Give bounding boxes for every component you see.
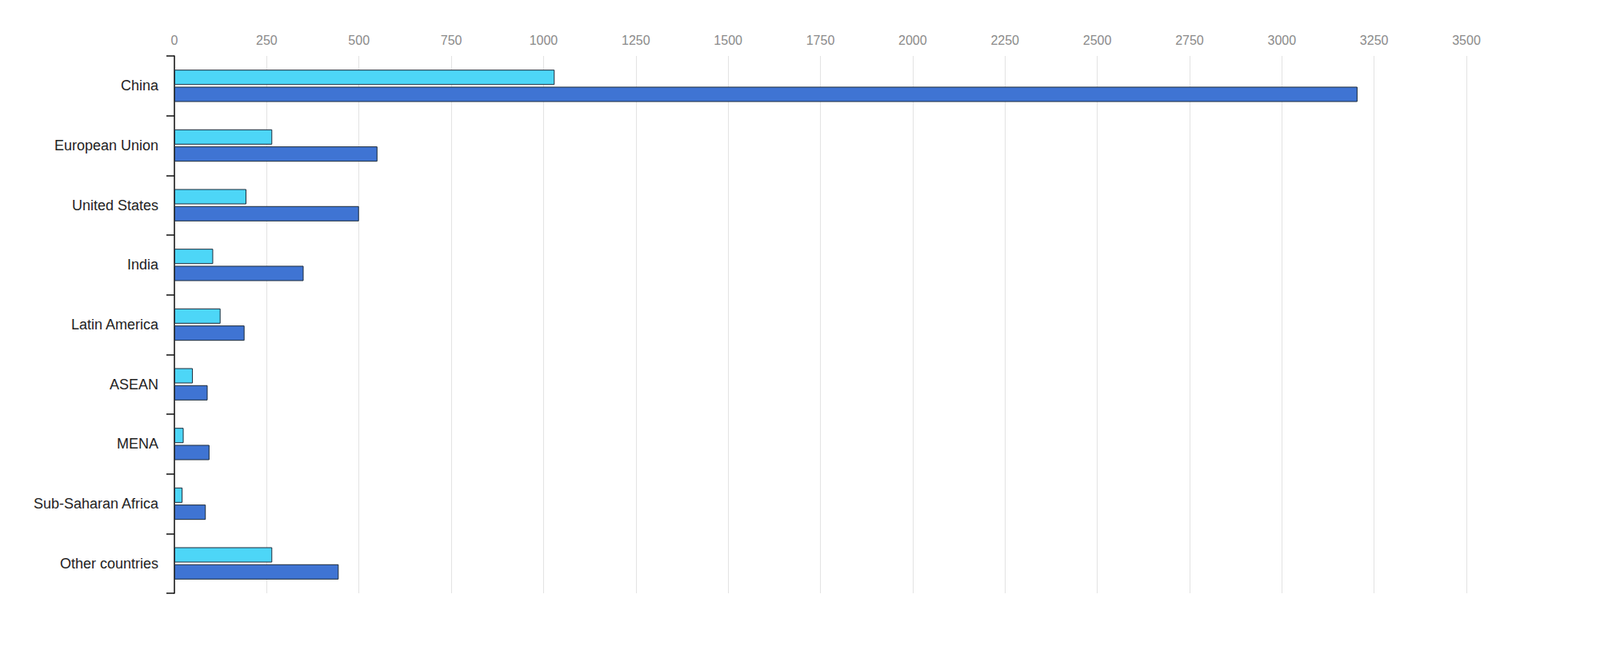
svg-text:Sub-Saharan Africa: Sub-Saharan Africa <box>33 496 160 512</box>
svg-text:2250: 2250 <box>990 33 1020 48</box>
svg-text:0: 0 <box>171 33 179 48</box>
svg-text:Other countries: Other countries <box>60 556 159 572</box>
svg-text:250: 250 <box>256 33 278 48</box>
svg-text:1500: 1500 <box>713 33 743 48</box>
svg-text:1250: 1250 <box>621 33 651 48</box>
svg-text:3250: 3250 <box>1360 33 1389 48</box>
svg-text:2750: 2750 <box>1175 33 1204 48</box>
svg-text:1750: 1750 <box>806 33 836 48</box>
svg-text:United States: United States <box>72 197 159 214</box>
svg-text:1000: 1000 <box>529 33 559 48</box>
svg-text:India: India <box>127 256 160 273</box>
svg-text:3000: 3000 <box>1267 33 1296 48</box>
svg-text:Latin America: Latin America <box>71 316 160 333</box>
svg-text:China: China <box>120 77 160 94</box>
svg-text:2500: 2500 <box>1083 33 1112 48</box>
svg-text:ASEAN: ASEAN <box>109 376 159 393</box>
svg-text:3500: 3500 <box>1452 33 1481 48</box>
svg-text:750: 750 <box>440 33 463 48</box>
svg-text:500: 500 <box>348 33 370 48</box>
svg-text:European Union: European Union <box>54 137 159 154</box>
svg-text:MENA: MENA <box>116 436 159 452</box>
svg-text:2000: 2000 <box>898 33 928 48</box>
